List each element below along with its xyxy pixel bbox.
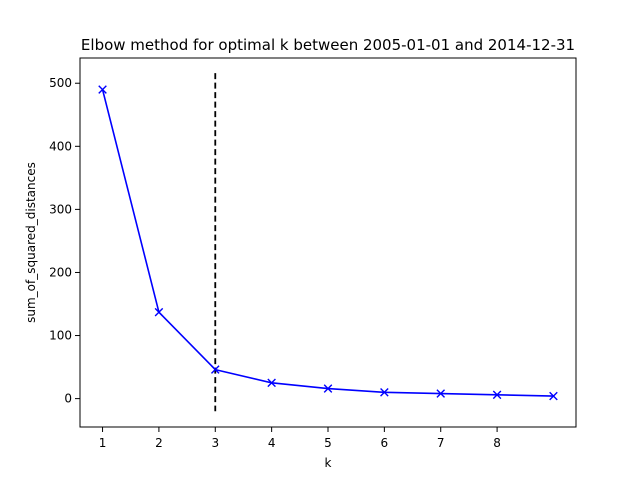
data-point-marker: [492, 390, 502, 400]
data-point-marker: [549, 391, 558, 401]
x-tick-label: 3: [211, 436, 219, 450]
data-point-marker: [154, 307, 164, 317]
x-tick-label: 8: [493, 436, 501, 450]
x-tick-label: 2: [155, 436, 163, 450]
y-tick-label: 300: [49, 202, 72, 216]
y-tick-label: 0: [64, 392, 72, 406]
data-point-marker: [267, 378, 276, 388]
x-tick-label: 6: [381, 436, 389, 450]
data-point-marker: [210, 365, 220, 374]
x-tick-label: 4: [268, 436, 276, 450]
data-point-marker: [323, 384, 333, 393]
y-tick-label: 500: [49, 76, 72, 90]
data-point-marker: [380, 388, 389, 397]
x-tick-label: 7: [437, 436, 445, 450]
y-tick-label: 400: [49, 139, 72, 153]
x-tick-label: 5: [324, 436, 332, 450]
x-axis-label: k: [325, 456, 332, 470]
y-axis-label: sum_of_squared_distances: [24, 162, 38, 323]
x-tick-label: 1: [99, 436, 107, 450]
data-point-marker: [98, 85, 107, 94]
y-tick-label: 100: [49, 329, 72, 343]
data-point-marker: [436, 389, 446, 398]
plot-area: 1 2 3 4 5 6 7 8 0 100 200 300 400 500: [49, 73, 558, 450]
chart-title: Elbow method for optimal k between 2005-…: [81, 36, 575, 54]
y-tick-label: 200: [49, 265, 72, 279]
axes-frame: [79, 57, 577, 428]
